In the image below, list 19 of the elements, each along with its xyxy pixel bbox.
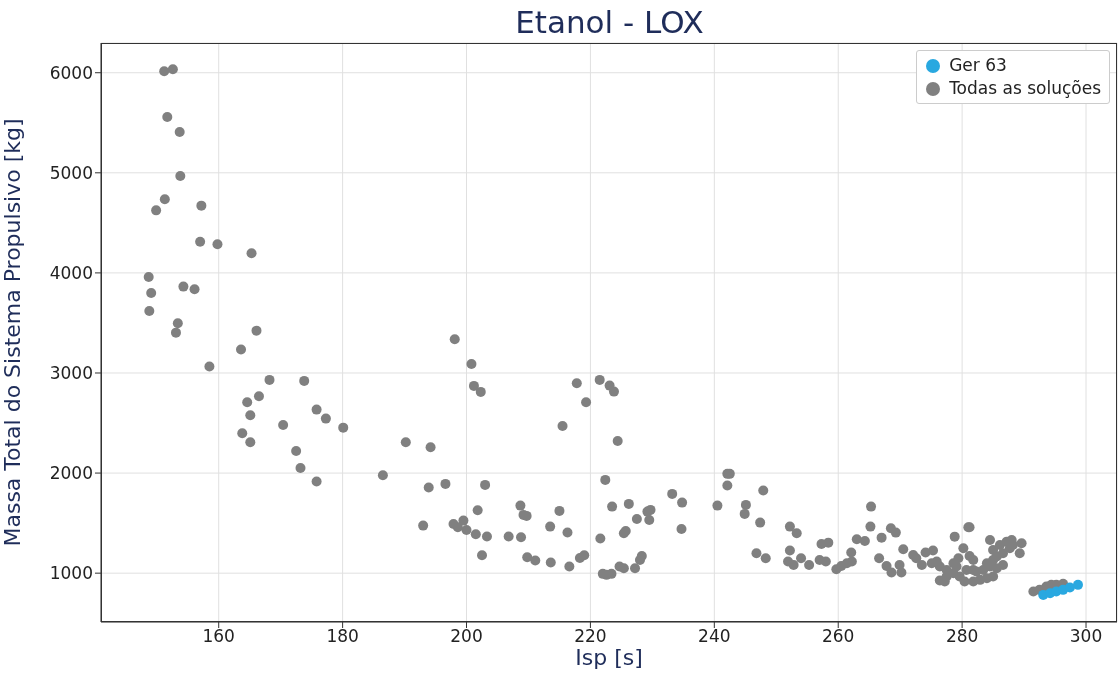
- x-tick-label: 300: [1069, 626, 1103, 647]
- y-tick-label: 5000: [49, 162, 93, 183]
- x-tick-label: 180: [326, 626, 359, 647]
- y-tick-label: 6000: [49, 62, 93, 83]
- chart-title: Etanol - LOX: [514, 4, 705, 40]
- y-tick-label: 4000: [49, 262, 93, 283]
- x-tick-label: 260: [821, 626, 855, 647]
- x-tick-label: 160: [202, 626, 235, 647]
- x-tick-label: 220: [574, 626, 607, 647]
- x-tick-label: 200: [450, 626, 483, 647]
- legend-label: Ger 63: [949, 54, 1007, 77]
- x-tick-label: 240: [698, 626, 731, 647]
- y-tick-label: 1000: [49, 563, 93, 584]
- y-axis-title: Massa Total do Sistema Propulsivo [kg]: [0, 118, 25, 547]
- y-tick-label: 2000: [49, 463, 93, 484]
- legend-label: Todas as soluções: [949, 77, 1101, 100]
- y-tick-label: 3000: [49, 363, 93, 384]
- x-axis-title: Isp [s]: [575, 645, 643, 670]
- x-tick-label: 280: [945, 626, 979, 647]
